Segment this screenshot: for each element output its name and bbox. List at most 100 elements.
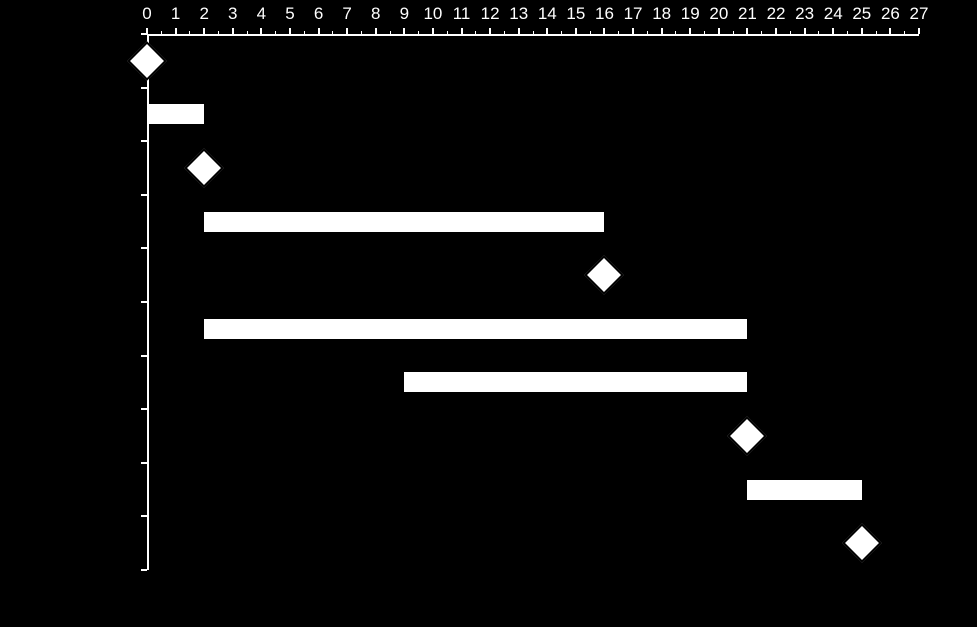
x-tick-label: 3 bbox=[228, 4, 237, 24]
y-tick bbox=[141, 33, 147, 35]
x-tick bbox=[832, 28, 834, 34]
x-minor-tick bbox=[475, 31, 476, 34]
y-tick bbox=[141, 194, 147, 196]
x-tick bbox=[775, 28, 777, 34]
x-minor-tick bbox=[790, 31, 791, 34]
x-minor-tick bbox=[847, 31, 848, 34]
y-tick bbox=[141, 408, 147, 410]
x-tick-label: 26 bbox=[881, 4, 900, 24]
x-tick-label: 27 bbox=[910, 4, 929, 24]
x-tick bbox=[175, 28, 177, 34]
x-minor-tick bbox=[161, 31, 162, 34]
x-tick bbox=[689, 28, 691, 34]
x-tick-label: 17 bbox=[624, 4, 643, 24]
y-tick bbox=[141, 462, 147, 464]
x-tick bbox=[260, 28, 262, 34]
x-minor-tick bbox=[504, 31, 505, 34]
x-minor-tick bbox=[533, 31, 534, 34]
gantt-bar bbox=[204, 212, 604, 232]
x-tick-label: 7 bbox=[342, 4, 351, 24]
x-minor-tick bbox=[447, 31, 448, 34]
x-tick bbox=[403, 28, 405, 34]
x-tick bbox=[661, 28, 663, 34]
milestone-diamond-icon bbox=[585, 255, 625, 295]
x-tick-label: 15 bbox=[566, 4, 585, 24]
x-tick bbox=[432, 28, 434, 34]
x-tick-label: 12 bbox=[481, 4, 500, 24]
x-tick-label: 10 bbox=[423, 4, 442, 24]
x-minor-tick bbox=[332, 31, 333, 34]
x-tick bbox=[318, 28, 320, 34]
milestone-diamond-icon bbox=[842, 523, 882, 563]
x-tick-label: 4 bbox=[257, 4, 266, 24]
gantt-bar bbox=[147, 104, 204, 124]
x-tick-label: 1 bbox=[171, 4, 180, 24]
gantt-chart: 0123456789101112131415161718192021222324… bbox=[0, 0, 977, 627]
x-minor-tick bbox=[876, 31, 877, 34]
y-tick bbox=[141, 569, 147, 571]
x-minor-tick bbox=[218, 31, 219, 34]
y-tick bbox=[141, 301, 147, 303]
y-tick bbox=[141, 247, 147, 249]
x-tick bbox=[804, 28, 806, 34]
milestone-diamond-icon bbox=[184, 148, 224, 188]
x-tick-label: 5 bbox=[285, 4, 294, 24]
x-minor-tick bbox=[247, 31, 248, 34]
x-minor-tick bbox=[418, 31, 419, 34]
x-tick-label: 11 bbox=[453, 4, 471, 24]
x-tick-label: 22 bbox=[767, 4, 786, 24]
gantt-bar bbox=[404, 372, 747, 392]
x-tick-label: 21 bbox=[738, 4, 757, 24]
x-tick-label: 20 bbox=[709, 4, 728, 24]
x-minor-tick bbox=[590, 31, 591, 34]
x-tick-label: 23 bbox=[795, 4, 814, 24]
x-tick bbox=[546, 28, 548, 34]
y-tick bbox=[141, 140, 147, 142]
x-tick-label: 6 bbox=[314, 4, 323, 24]
x-tick-label: 14 bbox=[538, 4, 557, 24]
x-minor-tick bbox=[618, 31, 619, 34]
x-tick-label: 9 bbox=[400, 4, 409, 24]
x-minor-tick bbox=[189, 31, 190, 34]
x-tick bbox=[346, 28, 348, 34]
x-minor-tick bbox=[675, 31, 676, 34]
x-tick-label: 18 bbox=[652, 4, 671, 24]
x-tick bbox=[603, 28, 605, 34]
x-tick bbox=[203, 28, 205, 34]
x-tick bbox=[861, 28, 863, 34]
x-tick-label: 24 bbox=[824, 4, 843, 24]
gantt-bar bbox=[204, 319, 747, 339]
x-tick bbox=[489, 28, 491, 34]
x-tick bbox=[718, 28, 720, 34]
x-tick bbox=[918, 28, 920, 34]
x-tick bbox=[232, 28, 234, 34]
x-minor-tick bbox=[818, 31, 819, 34]
x-minor-tick bbox=[390, 31, 391, 34]
x-tick-label: 8 bbox=[371, 4, 380, 24]
milestone-diamond-icon bbox=[728, 416, 768, 456]
gantt-bar bbox=[747, 480, 861, 500]
x-tick bbox=[632, 28, 634, 34]
milestone-diamond-icon bbox=[127, 41, 167, 81]
x-axis bbox=[147, 34, 919, 36]
x-tick-label: 0 bbox=[142, 4, 151, 24]
x-tick-label: 16 bbox=[595, 4, 614, 24]
x-tick bbox=[518, 28, 520, 34]
x-tick bbox=[889, 28, 891, 34]
x-tick bbox=[746, 28, 748, 34]
y-tick bbox=[141, 515, 147, 517]
x-minor-tick bbox=[275, 31, 276, 34]
x-minor-tick bbox=[561, 31, 562, 34]
x-tick bbox=[575, 28, 577, 34]
x-tick-label: 25 bbox=[852, 4, 871, 24]
x-tick-label: 2 bbox=[199, 4, 208, 24]
x-tick bbox=[375, 28, 377, 34]
x-minor-tick bbox=[904, 31, 905, 34]
x-minor-tick bbox=[761, 31, 762, 34]
y-tick bbox=[141, 355, 147, 357]
x-minor-tick bbox=[704, 31, 705, 34]
x-minor-tick bbox=[361, 31, 362, 34]
x-minor-tick bbox=[647, 31, 648, 34]
x-tick-label: 19 bbox=[681, 4, 700, 24]
x-minor-tick bbox=[733, 31, 734, 34]
